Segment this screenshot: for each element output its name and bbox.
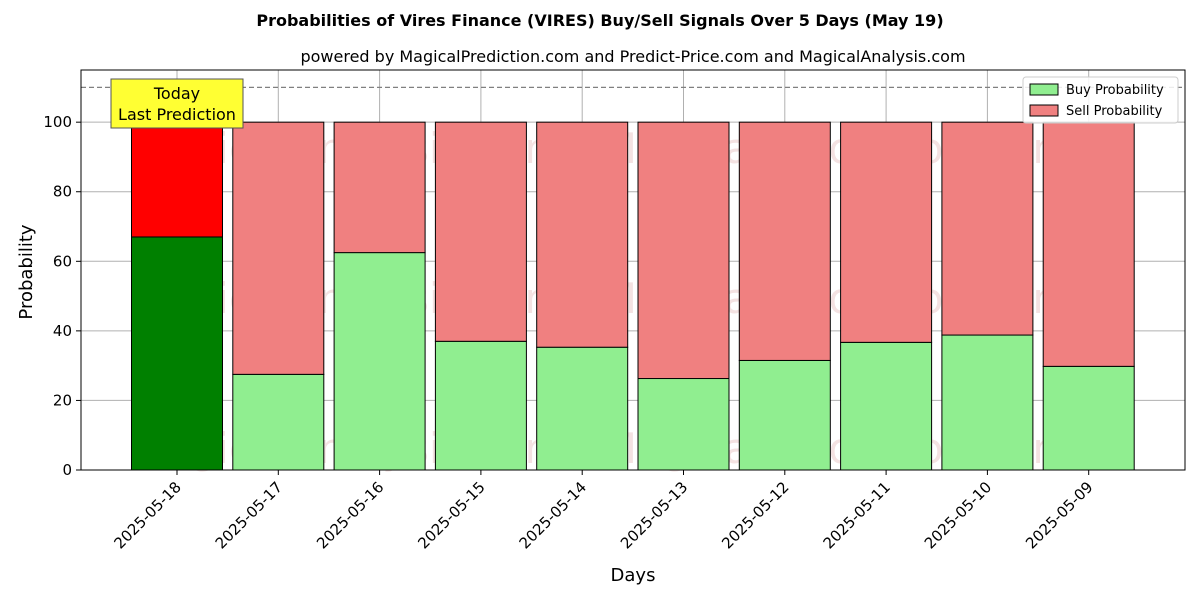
bar-buy bbox=[333, 252, 426, 471]
y-axis-label: Probability bbox=[16, 224, 37, 319]
legend-label: Buy Probability bbox=[1066, 83, 1164, 98]
x-axis-ticks: 2025-05-18 2025-05-17 2025-05-16 2025-05-15… bbox=[110, 470, 1097, 552]
bar-sell bbox=[131, 121, 223, 238]
bar-sell bbox=[840, 121, 933, 343]
annotation-text: Today bbox=[153, 84, 200, 103]
y-tick-label: 60 bbox=[53, 252, 72, 270]
legend-swatch bbox=[1029, 83, 1059, 96]
y-axis-ticks: 0 20 40 60 80 100 bbox=[43, 113, 81, 479]
x-tick-label: 2025-05-15 bbox=[414, 478, 488, 552]
annotation-box bbox=[110, 78, 244, 129]
bar-sell bbox=[637, 121, 730, 380]
bar-buy bbox=[434, 340, 527, 471]
plot-frame bbox=[80, 69, 1186, 471]
today-annotation: Today Last Prediction bbox=[110, 78, 244, 129]
legend-swatch bbox=[1029, 104, 1059, 117]
bar-sell bbox=[1042, 121, 1135, 367]
bar-sell bbox=[738, 121, 831, 361]
x-tick-label: 2025-05-13 bbox=[617, 478, 691, 552]
bar-sell bbox=[941, 121, 1034, 336]
y-tick-label: 20 bbox=[53, 391, 72, 409]
bar-buy bbox=[1042, 365, 1135, 471]
bar-sell bbox=[232, 121, 325, 375]
y-tick-label: 80 bbox=[53, 183, 72, 201]
bar-layer bbox=[131, 121, 1135, 471]
x-axis-label: Days bbox=[611, 565, 656, 586]
x-tick-label: 2025-05-14 bbox=[516, 478, 590, 552]
x-tick-label: 2025-05-10 bbox=[921, 478, 995, 552]
bar-sell bbox=[536, 121, 629, 348]
x-tick-label: 2025-05-16 bbox=[313, 478, 387, 552]
x-tick-label: 2025-05-11 bbox=[820, 478, 894, 552]
y-tick-label: 0 bbox=[62, 461, 72, 479]
y-tick-label: 100 bbox=[43, 113, 72, 131]
y-tick-label: 40 bbox=[53, 322, 72, 340]
x-tick-label: 2025-05-17 bbox=[212, 478, 286, 552]
chart-subtitle: powered by MagicalPrediction.com and Pre… bbox=[300, 47, 965, 66]
x-tick-label: 2025-05-12 bbox=[718, 478, 792, 552]
bar-buy bbox=[941, 334, 1034, 471]
x-tick-label: 2025-05-09 bbox=[1022, 478, 1096, 552]
bar-buy bbox=[232, 373, 325, 471]
chart-title: Probabilities of Vires Finance (VIRES) B… bbox=[256, 11, 943, 30]
annotation-text: Last Prediction bbox=[118, 105, 236, 124]
bar-buy bbox=[536, 346, 629, 471]
legend: Buy Probability Sell Probability bbox=[1022, 76, 1179, 124]
bar-buy bbox=[840, 341, 933, 471]
bar-buy bbox=[131, 236, 223, 471]
x-tick-label: 2025-05-18 bbox=[110, 478, 184, 552]
bar-buy bbox=[637, 378, 730, 471]
legend-box bbox=[1022, 76, 1179, 124]
bar-sell bbox=[333, 121, 426, 254]
legend-label: Sell Probability bbox=[1066, 104, 1163, 119]
bar-buy bbox=[738, 359, 831, 471]
bar-sell bbox=[434, 121, 527, 342]
